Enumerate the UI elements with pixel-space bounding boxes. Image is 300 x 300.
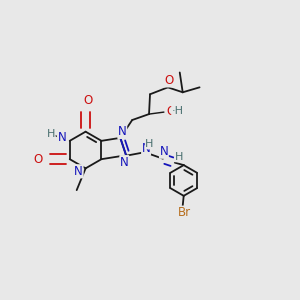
Text: O: O — [33, 153, 43, 166]
Text: N: N — [74, 165, 83, 178]
Text: N: N — [142, 142, 150, 155]
Text: O: O — [166, 105, 176, 118]
Text: N: N — [120, 156, 129, 169]
Text: O: O — [83, 94, 92, 107]
Text: Br: Br — [178, 206, 191, 219]
Text: ·H: ·H — [172, 106, 184, 116]
Text: H: H — [47, 129, 55, 139]
Text: N: N — [57, 131, 66, 144]
Text: O: O — [164, 74, 173, 87]
Text: N: N — [118, 125, 127, 138]
Text: H: H — [145, 139, 154, 149]
Text: N: N — [160, 145, 168, 158]
Text: H: H — [175, 152, 183, 162]
